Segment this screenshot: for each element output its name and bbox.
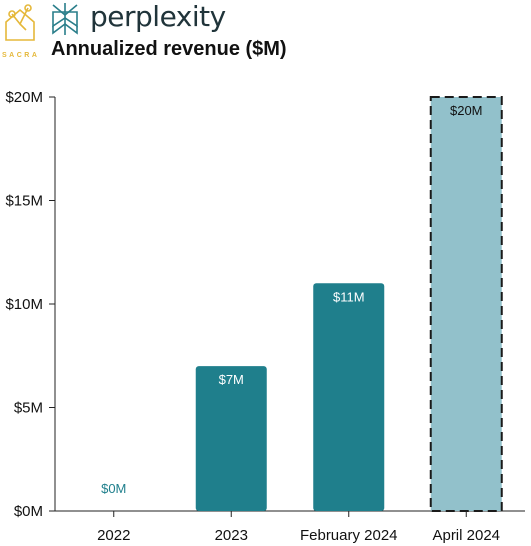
y-tick-label: $5M (14, 400, 43, 417)
perplexity-logo-icon (52, 3, 78, 35)
y-tick-label: $15M (5, 193, 43, 210)
bar-value-label: $20M (450, 103, 483, 118)
chart-header: SACRA perplexity Annualized revenue ($M) (0, 0, 531, 70)
x-tick-label: February 2024 (300, 527, 398, 544)
y-tick-label: $10M (5, 296, 43, 313)
perplexity-wordmark: perplexity (90, 0, 226, 33)
x-tick-label: 2022 (97, 527, 130, 544)
x-tick-label: 2023 (215, 527, 248, 544)
bar-value-label: $11M (333, 289, 365, 304)
bar-value-label: $7M (219, 372, 244, 387)
sacra-logo-icon (5, 4, 35, 41)
y-tick-label: $0M (14, 503, 43, 520)
x-tick-label: April 2024 (432, 527, 500, 544)
bar (195, 366, 267, 511)
bar (429, 96, 503, 512)
bar (313, 283, 385, 511)
y-tick-label: $20M (5, 89, 43, 106)
chart-title: Annualized revenue ($M) (51, 38, 287, 60)
sacra-wordmark: SACRA (2, 52, 40, 59)
bar-value-label: $0M (101, 481, 126, 496)
